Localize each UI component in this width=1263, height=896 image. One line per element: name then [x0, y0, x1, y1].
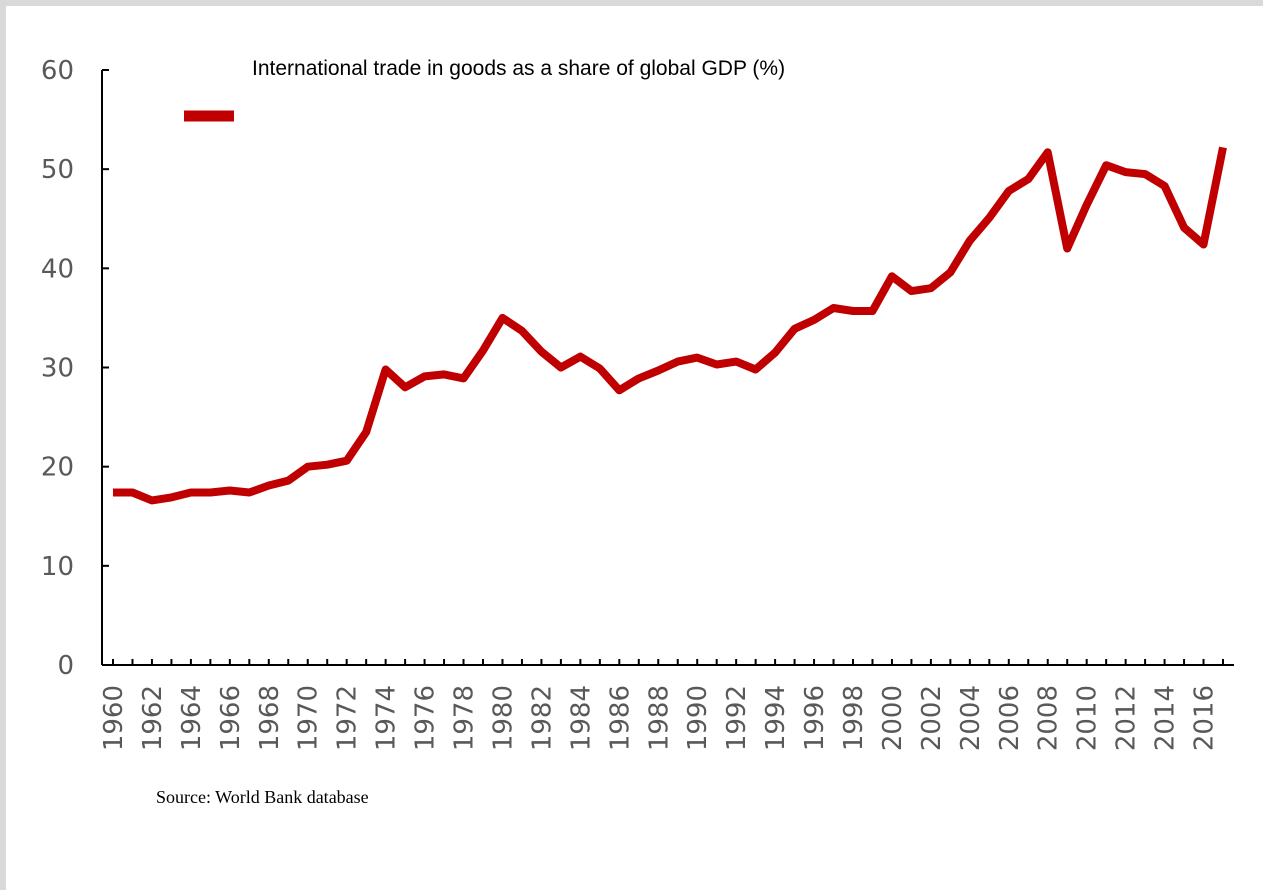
x-tick-label: 1976: [411, 685, 441, 751]
y-tick-label: 30: [41, 354, 74, 384]
x-tick-label: 2010: [1073, 685, 1103, 751]
legend-label: International trade in goods as a share …: [252, 57, 785, 80]
x-tick-label: 1980: [488, 685, 518, 751]
x-tick-label: 2004: [956, 685, 986, 751]
x-tick-label: 2006: [995, 685, 1025, 751]
x-tick-label: 2008: [1034, 685, 1064, 751]
y-tick-label: 0: [57, 651, 74, 681]
x-tick-label: 1996: [800, 685, 830, 751]
x-tick-label: 1982: [527, 685, 557, 751]
y-tick-label: 40: [41, 254, 74, 284]
x-tick-label: 1984: [566, 685, 596, 751]
x-tick-label: 2000: [878, 685, 908, 751]
x-tick-label: 1972: [333, 685, 363, 751]
x-tick-label: 1986: [605, 685, 635, 751]
y-tick-label: 60: [41, 56, 74, 86]
legend: International trade in goods as a share …: [184, 57, 785, 122]
x-tick-label: 1988: [644, 685, 674, 751]
x-tick-label: 2014: [1151, 685, 1181, 751]
x-tick-label: 1992: [722, 685, 752, 751]
x-tick-label: 2012: [1112, 685, 1142, 751]
x-tick-label: 1998: [839, 685, 869, 751]
x-tick-label: 1962: [138, 685, 168, 751]
x-tick-label: 1974: [372, 685, 402, 751]
x-tick-label: 1966: [216, 685, 246, 751]
x-tick-label: 1960: [99, 685, 129, 751]
source-note: Source: World Bank database: [156, 787, 369, 807]
y-tick-label: 20: [41, 453, 74, 483]
x-tick-labels: 1960 1962 1964 1966 1968 1970 1972 1974 1976 1978…: [99, 685, 1220, 751]
x-tick-label: 1978: [450, 685, 480, 751]
y-tick-labels: 0 10 20 30 40 50 60: [41, 56, 74, 681]
x-tick-label: 1970: [294, 685, 324, 751]
x-tick-label: 2016: [1190, 685, 1220, 751]
x-tick-label: 1968: [255, 685, 285, 751]
x-axis: [102, 659, 1234, 666]
series-line-trade-share: [113, 146, 1227, 505]
y-tick-label: 10: [41, 552, 74, 582]
x-tick-label: 1990: [683, 685, 713, 751]
x-tick-label: 1994: [761, 685, 791, 751]
y-axis: [101, 69, 109, 666]
x-tick-label: 2002: [917, 685, 947, 751]
x-tick-label: 1964: [177, 685, 207, 751]
y-tick-label: 50: [41, 155, 74, 185]
